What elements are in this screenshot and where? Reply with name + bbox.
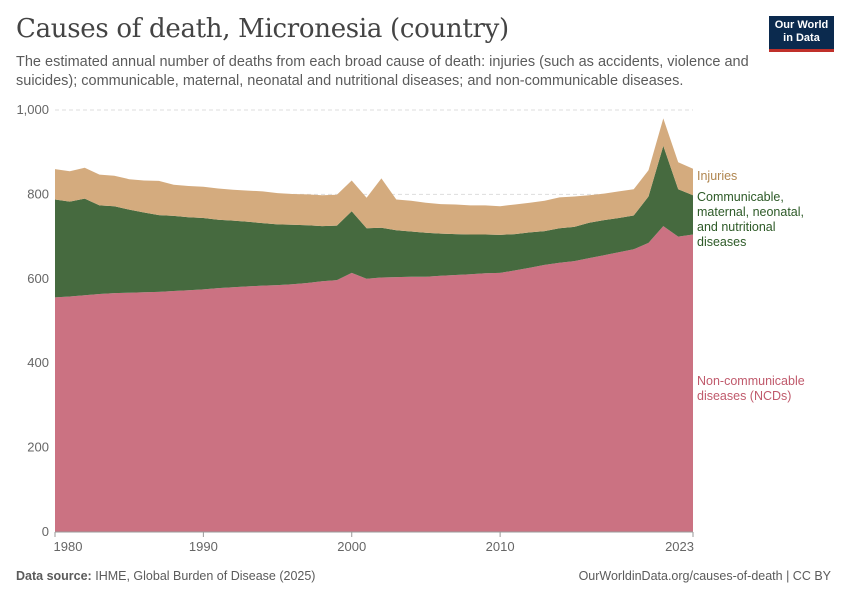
logo-line-2: in Data <box>783 32 820 44</box>
data-source: Data source: IHME, Global Burden of Dise… <box>16 569 315 583</box>
area-series-2 <box>55 118 693 235</box>
owid-logo[interactable]: Our World in Data <box>769 16 834 52</box>
series-label-0: Non-communicable <box>697 374 805 388</box>
x-tick-label: 1980 <box>54 539 83 554</box>
source-url[interactable]: OurWorldinData.org/causes-of-death | CC … <box>578 569 831 583</box>
x-tick-label: 2023 <box>665 539 694 554</box>
series-label-1: maternal, neonatal, <box>697 205 804 219</box>
series-label-1: Communicable, <box>697 190 784 204</box>
series-label-2: Injuries <box>697 169 737 183</box>
area-series-1 <box>55 145 693 298</box>
y-tick-label: 200 <box>27 440 49 455</box>
y-tick-label: 0 <box>42 524 49 539</box>
x-tick-label: 2000 <box>337 539 366 554</box>
y-tick-label: 1,000 <box>16 102 49 117</box>
chart-subtitle: The estimated annual number of deaths fr… <box>16 54 749 89</box>
area-series-0 <box>55 226 693 532</box>
chart-title: Causes of death, Micronesia (country) <box>16 14 509 44</box>
x-tick-label: 2010 <box>486 539 515 554</box>
y-tick-label: 400 <box>27 355 49 370</box>
data-source-label: Data source: <box>16 569 92 583</box>
y-tick-label: 600 <box>27 271 49 286</box>
series-label-0: diseases (NCDs) <box>697 389 791 403</box>
y-tick-label: 800 <box>27 186 49 201</box>
x-tick-label: 1990 <box>189 539 218 554</box>
series-label-1: diseases <box>697 235 746 249</box>
logo-line-1: Our World <box>774 19 829 31</box>
series-label-1: and nutritional <box>697 220 776 234</box>
data-source-text: IHME, Global Burden of Disease (2025) <box>95 569 316 583</box>
